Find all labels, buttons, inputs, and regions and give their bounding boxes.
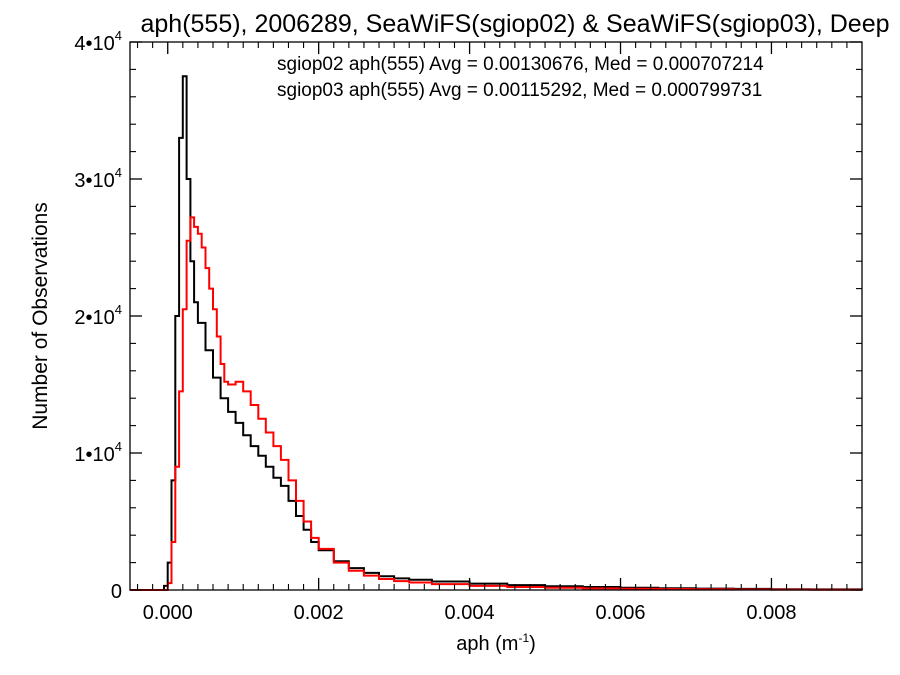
y-tick-label: 1•104 (74, 439, 122, 466)
legend: sgiop02 aph(555) Avg = 0.00130676, Med =… (277, 54, 764, 101)
y-tick-label: 3•104 (74, 165, 122, 192)
x-tick-label: 0.004 (445, 602, 495, 624)
y-axis-label: Number of Observations (29, 202, 52, 430)
y-tick-label: 2•104 (74, 302, 122, 329)
x-axis-label-suffix: ) (529, 633, 536, 655)
chart-title: aph(555), 2006289, SeaWiFS(sgiop02) & Se… (140, 10, 889, 38)
x-axis-label: aph (m-1) (456, 631, 536, 655)
series-line-sgiop02 (130, 75, 863, 591)
series-line-sgiop03 (130, 216, 863, 591)
x-tick-label: 0.002 (294, 602, 344, 624)
x-axis-label-main: aph (m (456, 633, 518, 655)
x-tick-label: 0.000 (143, 602, 193, 624)
x-tick-label: 0.008 (746, 602, 796, 624)
series-layer (130, 75, 863, 591)
legend-entry-sgiop03: sgiop03 aph(555) Avg = 0.00115292, Med =… (277, 80, 762, 101)
ticks-layer: 0.000 0.002 0.004 0.006 0.008 0 1•104 2•104 3•10… (74, 28, 862, 624)
y-tick-label: 4•104 (74, 28, 122, 55)
x-tick-label: 0.006 (595, 602, 645, 624)
y-tick-label: 0 (111, 581, 122, 603)
x-axis-label-superscript: -1 (518, 631, 529, 645)
legend-entry-sgiop02: sgiop02 aph(555) Avg = 0.00130676, Med =… (277, 54, 764, 75)
